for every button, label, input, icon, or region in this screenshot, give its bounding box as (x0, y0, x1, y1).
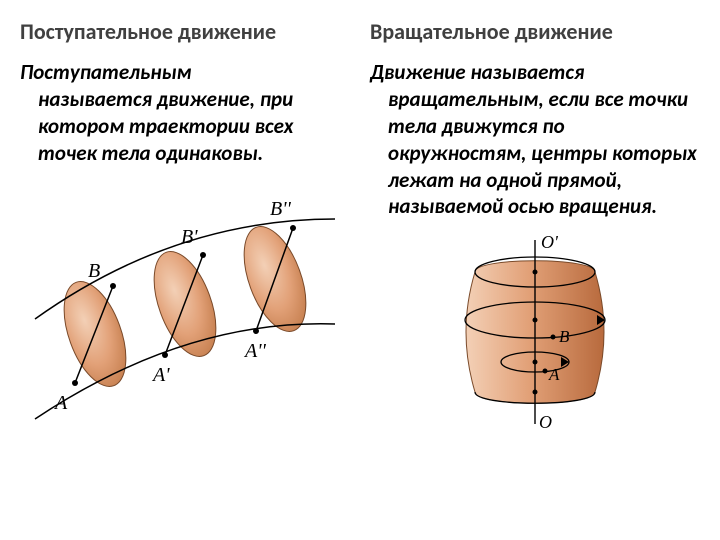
right-term: вращательным, (388, 86, 544, 112)
rotational-motion-diagram: O' O B A (435, 232, 635, 432)
label-Obot: O (539, 412, 552, 432)
label-Otop: O' (541, 232, 559, 252)
label-Br: B (559, 327, 570, 346)
label-A: A (53, 392, 68, 414)
left-column: Поступательное движение Поступательным н… (20, 18, 350, 439)
label-Bp: B' (181, 226, 198, 248)
translational-motion-diagram: B B' B'' A A' A'' (25, 179, 345, 439)
left-figure: B B' B'' A A' A'' (20, 179, 350, 439)
left-heading: Поступательное движение (20, 18, 350, 45)
label-Ap: A' (151, 364, 170, 386)
label-Ar: A (548, 365, 560, 384)
left-term: Поступательным (20, 59, 192, 85)
left-definition: Поступательным называется движение, при … (20, 59, 350, 167)
right-heading: Вращательное движение (370, 18, 700, 45)
label-App: A'' (243, 340, 266, 362)
right-definition: Движение называется вращательным, если в… (370, 59, 700, 220)
right-figure: O' O B A (370, 232, 700, 432)
label-Bpp: B'' (270, 198, 291, 220)
label-B: B (88, 260, 100, 282)
right-term-pre: Движение называется (370, 59, 584, 85)
left-def-rest: называется движение, при котором траекто… (20, 86, 350, 167)
right-column: Вращательное движение Движение называетс… (370, 18, 700, 439)
